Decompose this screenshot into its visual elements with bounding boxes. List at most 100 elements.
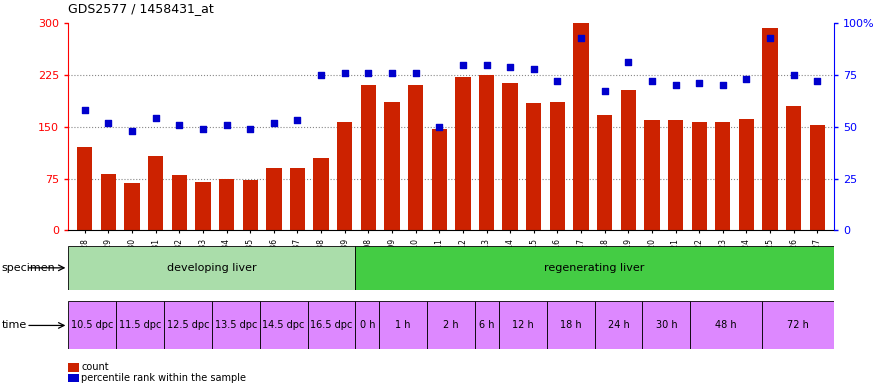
Text: time: time bbox=[2, 320, 27, 331]
Point bbox=[432, 124, 446, 130]
Point bbox=[409, 70, 423, 76]
Text: GDS2577 / 1458431_at: GDS2577 / 1458431_at bbox=[68, 2, 214, 15]
Text: 13.5 dpc: 13.5 dpc bbox=[214, 320, 257, 331]
Text: 10.5 dpc: 10.5 dpc bbox=[71, 320, 114, 331]
Bar bbox=[668, 120, 683, 230]
Text: 14.5 dpc: 14.5 dpc bbox=[262, 320, 304, 331]
Text: 12 h: 12 h bbox=[512, 320, 534, 331]
Point bbox=[716, 82, 730, 88]
Point bbox=[739, 76, 753, 82]
FancyBboxPatch shape bbox=[355, 301, 379, 349]
Bar bbox=[313, 158, 329, 230]
Point bbox=[621, 60, 635, 66]
Point bbox=[598, 88, 612, 94]
FancyBboxPatch shape bbox=[212, 301, 260, 349]
Point bbox=[810, 78, 824, 84]
FancyBboxPatch shape bbox=[762, 301, 834, 349]
Bar bbox=[762, 28, 778, 230]
FancyBboxPatch shape bbox=[427, 301, 475, 349]
Text: 18 h: 18 h bbox=[560, 320, 582, 331]
Bar bbox=[526, 103, 542, 230]
Text: 30 h: 30 h bbox=[655, 320, 677, 331]
Bar bbox=[101, 174, 116, 230]
Point bbox=[574, 35, 588, 41]
Point bbox=[645, 78, 659, 84]
Text: specimen: specimen bbox=[2, 263, 55, 273]
Point bbox=[385, 70, 399, 76]
Bar bbox=[195, 182, 211, 230]
Text: percentile rank within the sample: percentile rank within the sample bbox=[81, 373, 247, 383]
Bar bbox=[502, 83, 518, 230]
Text: regenerating liver: regenerating liver bbox=[544, 263, 645, 273]
FancyBboxPatch shape bbox=[116, 301, 164, 349]
Point bbox=[338, 70, 352, 76]
Point bbox=[196, 126, 210, 132]
Bar bbox=[408, 85, 423, 230]
Point bbox=[125, 128, 139, 134]
FancyBboxPatch shape bbox=[595, 301, 642, 349]
Bar bbox=[290, 168, 305, 230]
Text: 6 h: 6 h bbox=[480, 320, 494, 331]
FancyBboxPatch shape bbox=[475, 301, 499, 349]
Bar bbox=[337, 122, 353, 230]
Bar bbox=[809, 125, 825, 230]
Point bbox=[527, 66, 541, 72]
Text: 11.5 dpc: 11.5 dpc bbox=[119, 320, 161, 331]
Text: 0 h: 0 h bbox=[360, 320, 375, 331]
Bar bbox=[124, 184, 140, 230]
FancyBboxPatch shape bbox=[547, 301, 595, 349]
Point bbox=[267, 119, 281, 126]
Point bbox=[149, 115, 163, 121]
Text: count: count bbox=[81, 362, 109, 372]
Bar bbox=[786, 106, 802, 230]
Bar bbox=[644, 120, 660, 230]
Bar bbox=[148, 156, 164, 230]
Text: developing liver: developing liver bbox=[167, 263, 256, 273]
Bar bbox=[550, 102, 565, 230]
Bar bbox=[172, 175, 187, 230]
Bar bbox=[266, 168, 282, 230]
Bar bbox=[573, 23, 589, 230]
Point bbox=[102, 119, 116, 126]
FancyBboxPatch shape bbox=[379, 301, 427, 349]
Point bbox=[220, 122, 234, 128]
Point bbox=[314, 72, 328, 78]
Point bbox=[550, 78, 564, 84]
Bar bbox=[219, 179, 234, 230]
FancyBboxPatch shape bbox=[260, 301, 307, 349]
Point bbox=[787, 72, 801, 78]
Text: 1 h: 1 h bbox=[396, 320, 411, 331]
Bar bbox=[620, 90, 636, 230]
FancyBboxPatch shape bbox=[307, 301, 355, 349]
Bar bbox=[597, 115, 612, 230]
Point bbox=[503, 63, 517, 70]
Bar bbox=[242, 180, 258, 230]
Text: 24 h: 24 h bbox=[607, 320, 629, 331]
Bar bbox=[455, 77, 471, 230]
FancyBboxPatch shape bbox=[499, 301, 547, 349]
Text: 16.5 dpc: 16.5 dpc bbox=[311, 320, 353, 331]
Point bbox=[668, 82, 682, 88]
Point bbox=[243, 126, 257, 132]
Point bbox=[361, 70, 375, 76]
Point bbox=[290, 118, 304, 124]
Point bbox=[692, 80, 706, 86]
Point bbox=[456, 61, 470, 68]
Text: 12.5 dpc: 12.5 dpc bbox=[166, 320, 209, 331]
Text: 2 h: 2 h bbox=[444, 320, 458, 331]
Bar bbox=[479, 75, 494, 230]
FancyBboxPatch shape bbox=[164, 301, 212, 349]
Point bbox=[480, 61, 494, 68]
FancyBboxPatch shape bbox=[355, 246, 834, 290]
FancyBboxPatch shape bbox=[68, 301, 116, 349]
Text: 72 h: 72 h bbox=[787, 320, 808, 331]
Bar bbox=[691, 122, 707, 230]
FancyBboxPatch shape bbox=[690, 301, 762, 349]
Bar bbox=[360, 85, 376, 230]
Point bbox=[172, 122, 186, 128]
Point bbox=[763, 35, 777, 41]
Bar bbox=[384, 102, 400, 230]
Bar bbox=[738, 119, 754, 230]
Point bbox=[78, 107, 92, 113]
Text: 48 h: 48 h bbox=[716, 320, 737, 331]
